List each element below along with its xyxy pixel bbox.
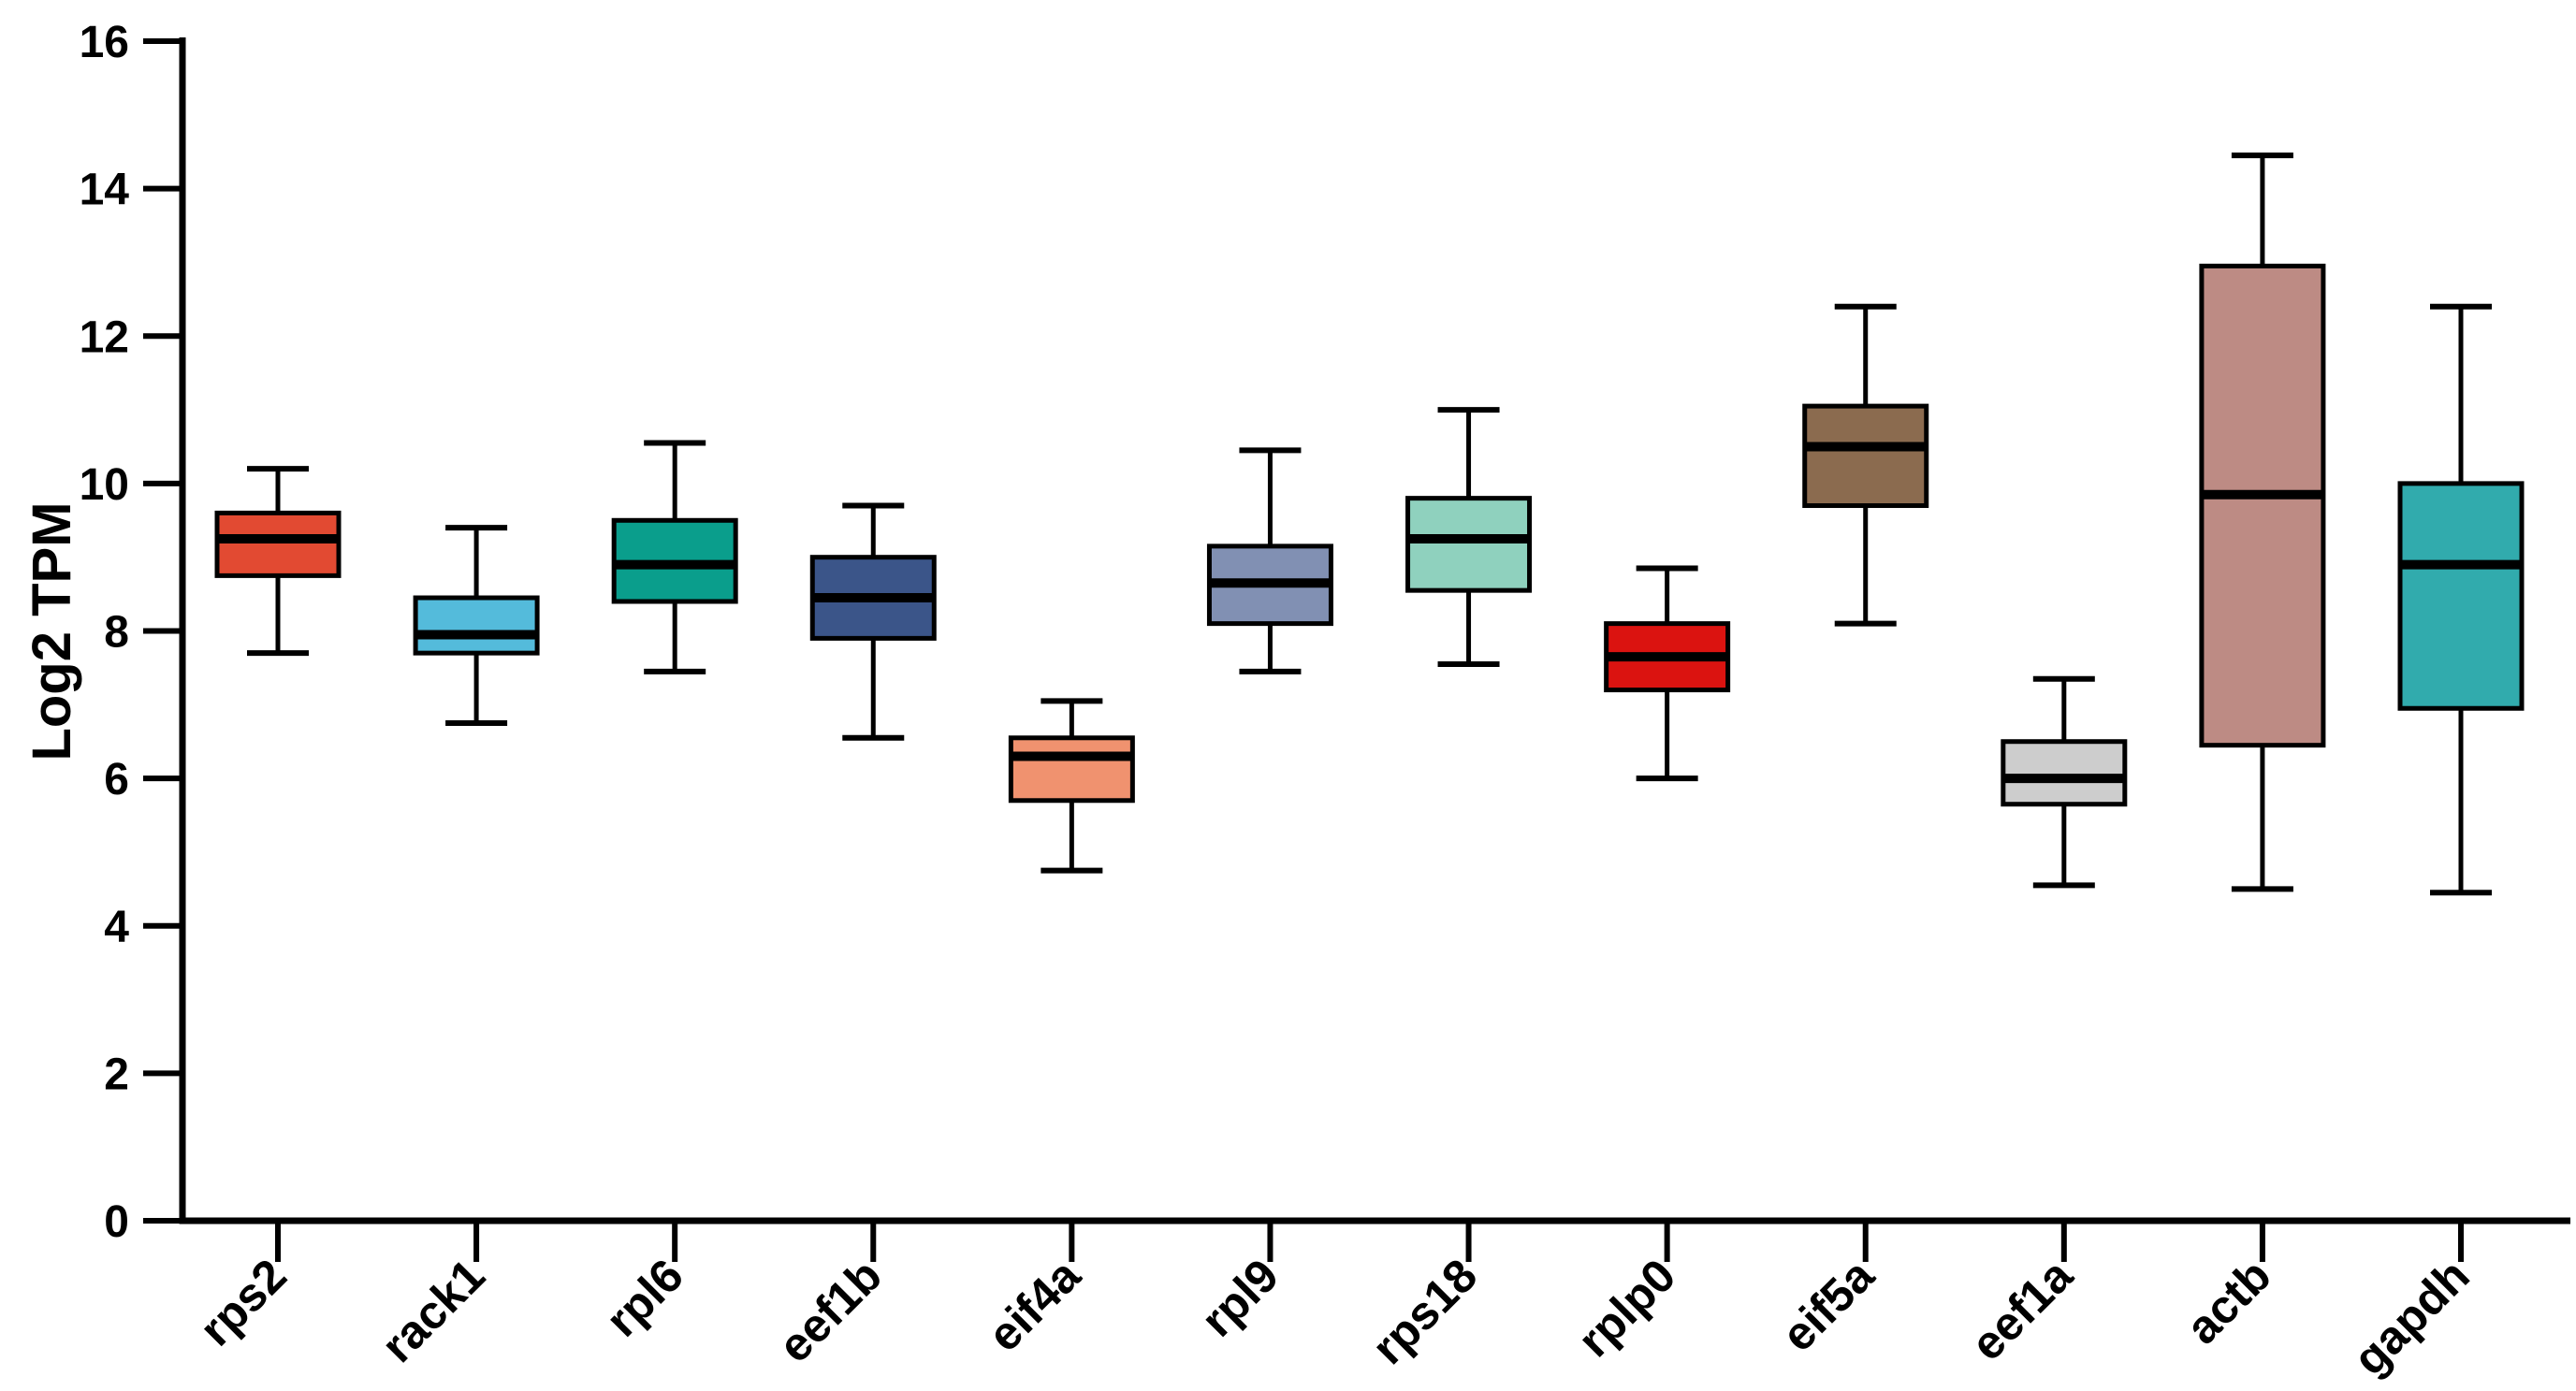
x-tick-label-rpl6: rpl6 (596, 1249, 693, 1346)
y-tick-label: 10 (80, 460, 129, 510)
x-tick-label-rps18: rps18 (1361, 1249, 1487, 1374)
box-rps2 (214, 510, 342, 578)
y-axis-title: Log2 TPM (22, 501, 82, 761)
x-tick-label-eif4a: eif4a (978, 1248, 1091, 1361)
box-eif4a (1008, 735, 1135, 804)
box-eef1a (2001, 739, 2128, 807)
box-rack1 (413, 595, 540, 656)
box-actb (2199, 263, 2326, 748)
y-tick-label: 16 (80, 18, 129, 67)
x-tick-label-rpl9: rpl9 (1191, 1249, 1288, 1346)
x-tick-label-rps2: rps2 (189, 1249, 296, 1355)
y-tick-label: 12 (80, 312, 129, 362)
y-tick-label: 2 (104, 1050, 129, 1099)
x-tick-label-gapdh: gapdh (2343, 1249, 2480, 1385)
y-tick-label: 14 (80, 166, 130, 215)
x-tick-label-rplp0: rplp0 (1567, 1249, 1685, 1367)
y-tick-label: 4 (104, 903, 129, 952)
y-tick-label: 0 (104, 1197, 129, 1247)
x-tick-label-eef1a: eef1a (1961, 1248, 2084, 1370)
y-tick-label: 6 (104, 755, 129, 804)
box-rps18 (1405, 496, 1533, 593)
box-eif5a (1802, 403, 1929, 509)
x-tick-label-eif5a: eif5a (1771, 1248, 1885, 1361)
plot-root: 0 2 4 6 8 10 12 14 16 rps2 rack1 rpl6 eef1b eif4a rpl9… (80, 18, 2570, 1385)
box-gapdh (2397, 481, 2525, 711)
y-tick-label: 8 (104, 608, 129, 658)
x-tick-label-rack1: rack1 (371, 1249, 495, 1372)
x-tick-label-eef1b: eef1b (768, 1249, 892, 1372)
x-tick-label-actb: actb (2176, 1249, 2280, 1354)
